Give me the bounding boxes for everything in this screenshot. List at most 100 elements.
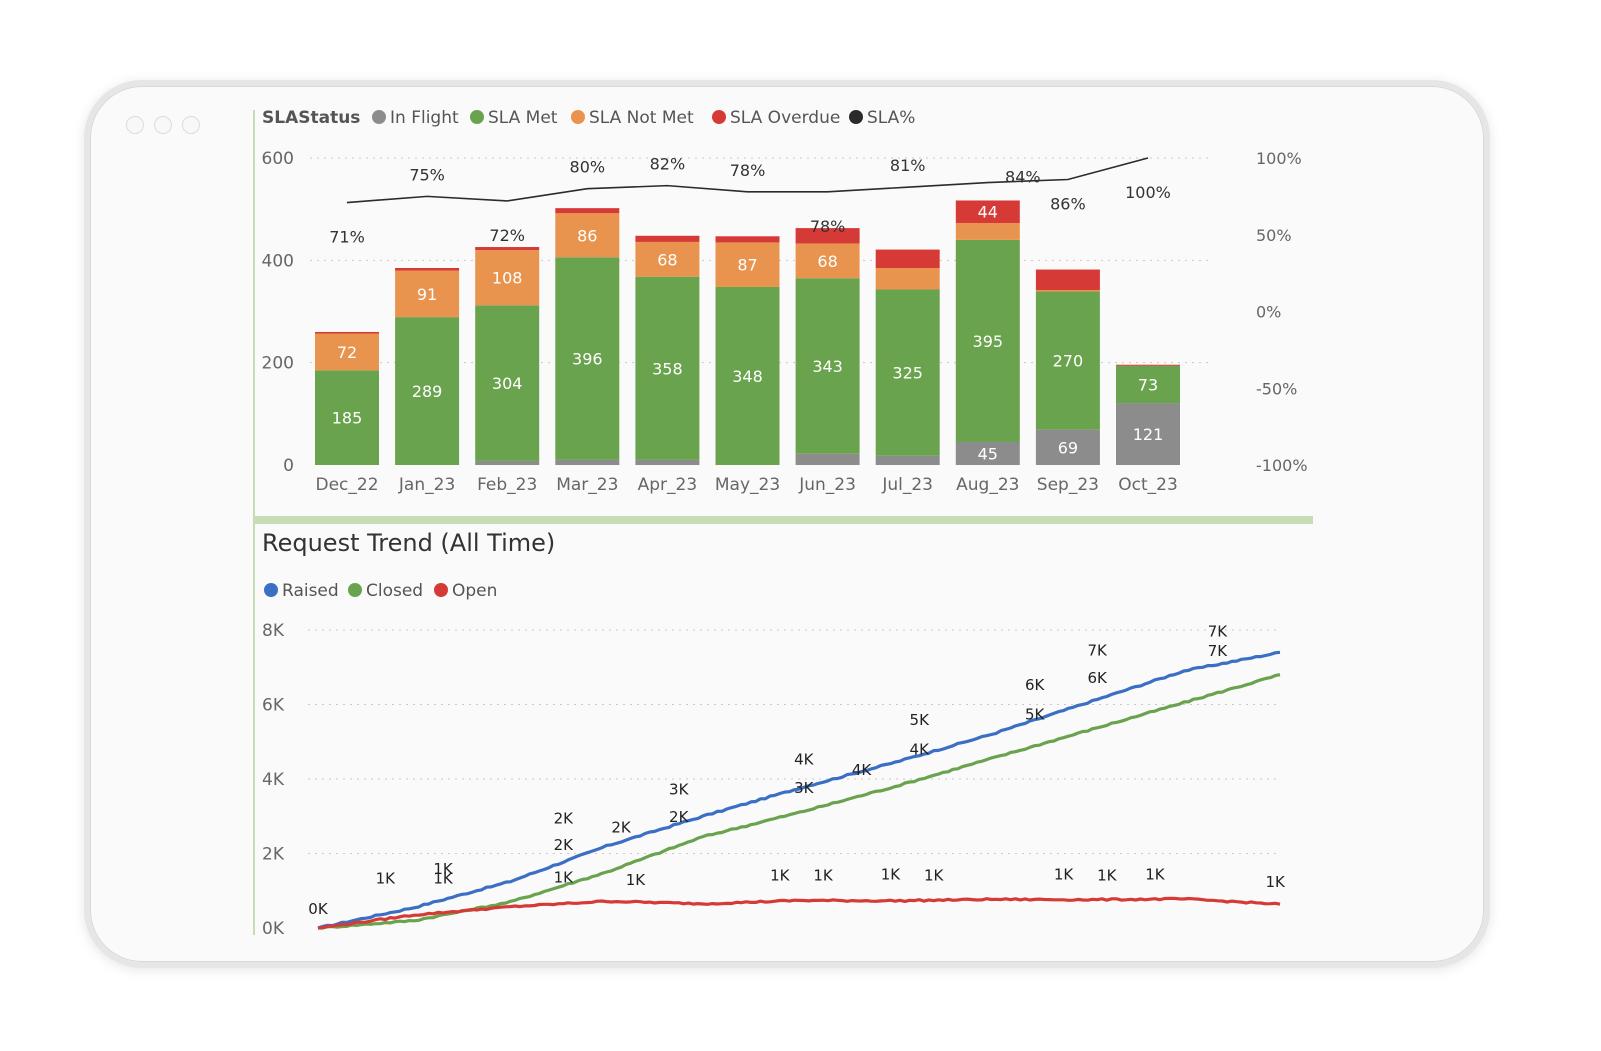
x-tick-label: Jun_23 <box>798 475 856 495</box>
bar-segment[interactable] <box>875 455 940 465</box>
trend-data-label: 2K <box>611 819 632 837</box>
bar-segment[interactable] <box>955 239 1020 442</box>
sla-pct-label: 78% <box>730 161 766 180</box>
trend-data-label: 1K <box>433 860 454 878</box>
legend-item[interactable]: SLA Overdue <box>730 108 840 128</box>
legend-item[interactable]: SLA Met <box>488 108 558 128</box>
bar-data-label: 69 <box>1058 438 1078 457</box>
bar-data-label: 108 <box>492 269 523 288</box>
trend-line-raised[interactable] <box>317 650 1281 930</box>
trend-data-label: 1K <box>813 866 834 884</box>
legend-item[interactable]: SLA% <box>867 108 915 128</box>
x-tick-label: Sep_23 <box>1037 475 1099 495</box>
bar-segment[interactable] <box>555 208 620 214</box>
trend-data-label: 3K <box>669 780 690 798</box>
bar-segment[interactable] <box>875 249 940 269</box>
x-tick-label: May_23 <box>715 475 780 495</box>
sla-pct-label: 82% <box>650 155 686 174</box>
bar-data-label: 72 <box>337 343 357 362</box>
bar-segment[interactable] <box>795 278 860 454</box>
bar-segment[interactable] <box>475 250 540 306</box>
window-dot-icon[interactable] <box>182 116 200 134</box>
bar-segment[interactable] <box>715 286 780 465</box>
window-dot-icon[interactable] <box>154 116 172 134</box>
bar-data-label: 45 <box>978 444 998 463</box>
legend-dot-icon <box>372 110 386 124</box>
bar-segment[interactable] <box>715 242 780 287</box>
bar-segment[interactable] <box>555 459 620 465</box>
bar-segment[interactable] <box>555 213 620 258</box>
trend-data-label: 1K <box>1054 866 1075 884</box>
trend-line-open[interactable] <box>317 896 1281 930</box>
sla-pct-label: 100% <box>1125 183 1171 202</box>
sla-pct-label: 81% <box>890 156 926 175</box>
bar-segment[interactable] <box>955 441 1020 465</box>
bar-segment[interactable] <box>1035 291 1100 430</box>
y-tick-label: 0K <box>262 919 285 939</box>
bar-data-label: 343 <box>812 357 843 376</box>
bar-segment[interactable] <box>955 222 1020 240</box>
y-tick-label: 8K <box>262 621 285 641</box>
bar-segment[interactable] <box>395 268 460 271</box>
trend-data-label: 4K <box>794 750 815 768</box>
bar-segment[interactable] <box>635 459 700 465</box>
bar-data-label: 396 <box>572 350 603 369</box>
bar-segment[interactable] <box>475 460 540 465</box>
trend-data-label: 6K <box>1088 669 1109 687</box>
trend-data-label: 1K <box>626 871 647 889</box>
bar-segment[interactable] <box>875 289 940 456</box>
bar-segment[interactable] <box>875 268 940 290</box>
trend-data-label: 1K <box>376 869 397 887</box>
legend-item[interactable]: Closed <box>366 581 423 601</box>
bar-segment[interactable] <box>395 270 460 318</box>
bar-segment[interactable] <box>1116 403 1180 465</box>
bar-segment[interactable] <box>635 276 700 460</box>
legend-item[interactable]: SLA Not Met <box>589 108 694 128</box>
legend-item[interactable]: Raised <box>282 581 339 601</box>
bar-segment[interactable] <box>315 331 379 334</box>
bar-segment[interactable] <box>795 228 860 244</box>
bar-segment[interactable] <box>955 200 1020 223</box>
y2-tick-label: 0% <box>1256 303 1281 322</box>
trend-data-label: 7K <box>1208 622 1229 640</box>
window-dot-icon[interactable] <box>126 116 144 134</box>
bar-segment[interactable] <box>795 453 860 465</box>
bar-segment[interactable] <box>1035 290 1100 292</box>
trend-data-label: 6K <box>1025 676 1046 694</box>
y-tick-label: 400 <box>262 251 294 271</box>
legend-dot-icon <box>348 583 362 597</box>
bar-data-label: 348 <box>732 367 763 386</box>
sla-pct-label: 84% <box>1005 168 1041 187</box>
chart-title: Request Trend (All Time) <box>262 529 555 557</box>
bar-segment[interactable] <box>555 257 620 460</box>
y-tick-label: 2K <box>262 845 285 865</box>
bar-segment[interactable] <box>315 333 379 371</box>
trend-data-label: 1K <box>433 869 454 887</box>
bar-segment[interactable] <box>795 243 860 279</box>
bar-data-label: 68 <box>817 252 837 271</box>
sla-pct-label: 72% <box>489 226 525 245</box>
bar-segment[interactable] <box>1116 364 1180 366</box>
legend-item[interactable]: Open <box>452 581 497 601</box>
bar-data-label: 325 <box>892 364 923 383</box>
bar-data-label: 185 <box>332 409 363 428</box>
bar-segment[interactable] <box>635 235 700 242</box>
bar-segment[interactable] <box>395 317 460 465</box>
bar-segment[interactable] <box>1035 429 1100 465</box>
legend-dot-icon <box>849 110 863 124</box>
legend-item[interactable]: In Flight <box>390 108 459 128</box>
bar-segment[interactable] <box>1035 269 1100 291</box>
bar-segment[interactable] <box>715 236 780 243</box>
y-tick-label: 4K <box>262 770 285 790</box>
bar-data-label: 395 <box>973 332 1004 351</box>
bar-segment[interactable] <box>1116 365 1180 404</box>
bar-segment[interactable] <box>315 370 379 465</box>
y2-tick-label: 50% <box>1256 226 1292 245</box>
legend-dot-icon <box>571 110 585 124</box>
trend-line-closed[interactable] <box>318 673 1281 930</box>
bar-segment[interactable] <box>475 247 540 251</box>
bar-segment[interactable] <box>635 241 700 277</box>
bar-data-label: 304 <box>492 374 523 393</box>
bar-segment[interactable] <box>475 305 540 461</box>
